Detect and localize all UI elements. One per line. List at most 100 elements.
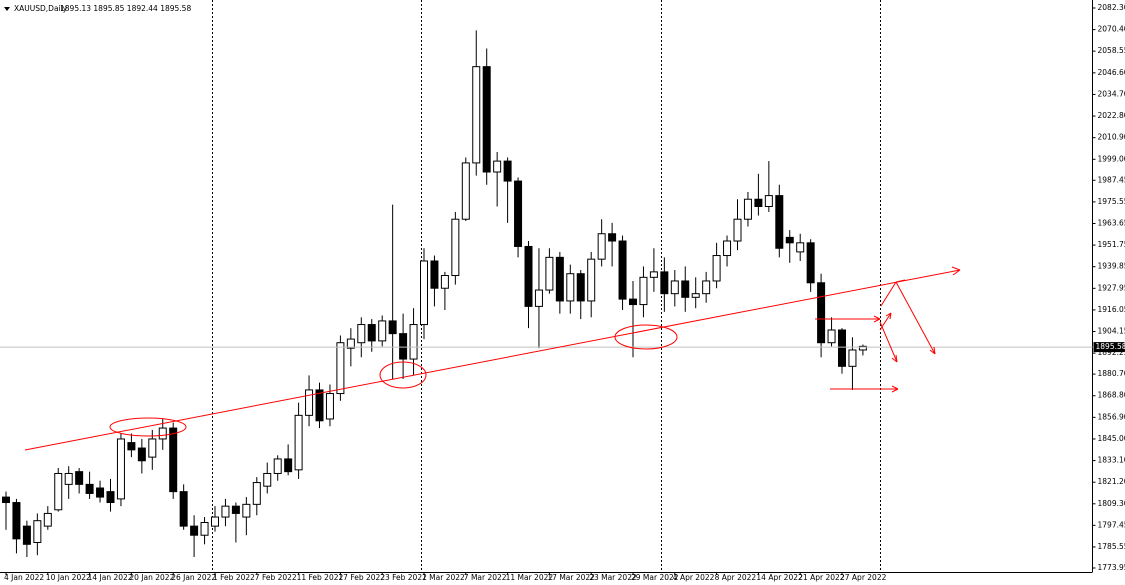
x-tick-label: 4 Apr 2022 xyxy=(673,573,715,582)
y-tick-label: 1797.45 xyxy=(1098,520,1125,529)
candle-body xyxy=(597,233,606,260)
x-tick-label: 23 Feb 2022 xyxy=(380,573,427,582)
candle-body xyxy=(681,280,690,298)
chart-subtitle: 1895.13 1895.85 1892.44 1895.58 xyxy=(60,4,191,13)
candle-body xyxy=(378,320,387,342)
candle-body xyxy=(503,160,512,182)
x-tick-label: 23 Mar 2022 xyxy=(589,573,637,582)
candle-body xyxy=(827,329,836,344)
candle-body xyxy=(608,233,617,242)
candle-body xyxy=(200,522,209,536)
candle-body xyxy=(367,324,376,342)
y-tick-label: 1999.00 xyxy=(1098,154,1125,163)
candle-body xyxy=(12,502,21,540)
y-tick-label: 1809.30 xyxy=(1098,499,1125,508)
candle-body xyxy=(796,242,805,253)
candle-body xyxy=(587,258,596,302)
ellipse xyxy=(379,361,427,389)
y-tick-label: 1856.90 xyxy=(1098,412,1125,421)
candle-body xyxy=(754,198,763,208)
y-tick-label: 2082.30 xyxy=(1098,3,1125,12)
candle-body xyxy=(723,240,732,257)
header-icon xyxy=(4,7,10,11)
x-tick-label: 14 Apr 2022 xyxy=(756,573,803,582)
candle-body xyxy=(764,195,773,208)
y-tick-label: 1975.55 xyxy=(1098,197,1125,206)
candle-body xyxy=(336,342,345,395)
y-tick-label: 1833.10 xyxy=(1098,456,1125,465)
candle-body xyxy=(629,298,637,306)
y-tick-label: 1987.45 xyxy=(1098,175,1125,184)
candle-body xyxy=(712,255,721,282)
candle-body xyxy=(733,218,742,242)
y-tick-label: 1904.15 xyxy=(1098,327,1125,336)
candle-body xyxy=(702,280,711,295)
candle-body xyxy=(96,487,105,498)
candle-body xyxy=(137,447,146,462)
arrow-head xyxy=(951,266,961,276)
arrow-line xyxy=(880,281,897,307)
candle-body xyxy=(148,438,157,458)
candle-body xyxy=(691,293,700,298)
y-tick-label: 2034.70 xyxy=(1098,89,1125,98)
candle-body xyxy=(493,160,502,173)
x-tick-label: 10 Jan 2022 xyxy=(46,573,91,582)
candle-body xyxy=(294,414,303,471)
candle-body xyxy=(670,280,679,295)
candle-body xyxy=(179,491,188,527)
x-tick-label: 14 Jan 2022 xyxy=(88,573,133,582)
candle-body xyxy=(576,273,585,302)
x-tick-label: 1 Feb 2022 xyxy=(213,573,255,582)
arrow-head xyxy=(873,315,881,323)
candle-body xyxy=(440,275,449,289)
y-tick-label: 1880.70 xyxy=(1098,369,1125,378)
marks: 2082.30 2070.40 2058.55 2046.60 2034.70 2022.… xyxy=(0,3,1125,582)
candle-body xyxy=(555,256,564,302)
candle-body xyxy=(420,260,428,326)
x-tick-label: 27 Apr 2022 xyxy=(840,573,887,582)
candle-body xyxy=(242,503,251,518)
x-tick-label: 7 Mar 2022 xyxy=(464,573,507,582)
candle-body xyxy=(190,525,199,536)
y-tick-label: 1939.85 xyxy=(1098,262,1125,271)
y-tick-label: 1892.25 xyxy=(1098,348,1125,357)
candle-body xyxy=(54,472,63,511)
candle-body xyxy=(461,162,470,220)
candle-body xyxy=(106,491,115,504)
y-tick-label: 2046.60 xyxy=(1098,68,1125,77)
candle-body xyxy=(848,349,857,367)
candle-body xyxy=(743,198,752,220)
candle-body xyxy=(482,66,491,173)
arrow-head xyxy=(891,385,899,393)
x-tick-label: 17 Mar 2022 xyxy=(547,573,595,582)
candle-body xyxy=(263,472,272,487)
x-tick-label: 1 Mar 2022 xyxy=(422,573,465,582)
candle-body xyxy=(346,338,355,349)
annotations xyxy=(24,266,961,451)
candle-body xyxy=(545,256,554,291)
trend-line xyxy=(24,269,961,451)
candle-body xyxy=(524,245,533,307)
y-tick-label: 2022.80 xyxy=(1098,111,1125,120)
candle-body xyxy=(169,427,178,493)
x-tick-label: 20 Jan 2022 xyxy=(129,573,174,582)
arrow-line xyxy=(879,321,898,363)
candle-body xyxy=(649,271,658,278)
candle-body xyxy=(357,324,366,344)
candle-body xyxy=(43,512,52,527)
arrow-head xyxy=(885,312,892,320)
x-tick-label: 4 Jan 2022 xyxy=(4,573,44,582)
x-tick-label: 29 Mar 2022 xyxy=(631,573,679,582)
x-tick-label: 11 Mar 2022 xyxy=(506,573,554,582)
candle-body xyxy=(775,195,784,249)
y-tick-label: 2058.55 xyxy=(1098,46,1125,55)
candle-body xyxy=(639,276,648,306)
arrow-head xyxy=(891,354,898,363)
candle-body xyxy=(388,320,397,335)
candle-body xyxy=(158,427,167,440)
y-tick-label: 2070.40 xyxy=(1098,25,1125,34)
x-tick-label: 26 Jan 2022 xyxy=(171,573,216,582)
candle-body xyxy=(284,458,293,473)
candle-body xyxy=(33,520,42,543)
y-tick-label: 1963.65 xyxy=(1098,218,1125,227)
